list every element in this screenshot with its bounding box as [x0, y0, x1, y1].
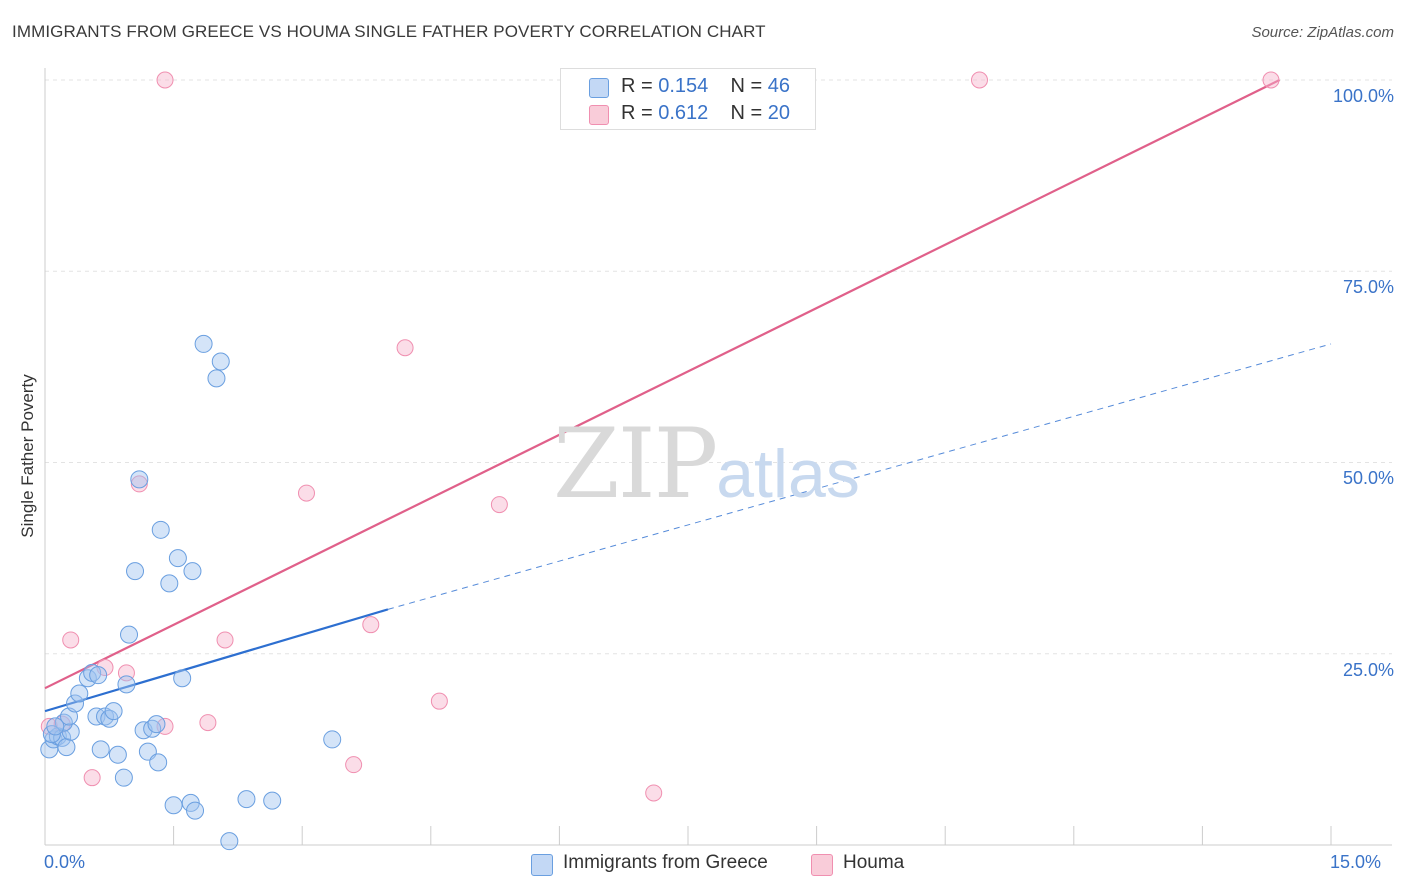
data-point-greece: [194, 334, 213, 353]
data-point-greece: [207, 369, 226, 388]
data-point-greece: [151, 520, 170, 539]
correlation-legend: R = 0.154 N = 46 R = 0.612 N = 20: [560, 68, 816, 130]
watermark-atlas: atlas: [716, 436, 860, 512]
data-point-houma: [130, 475, 148, 493]
data-point-greece: [173, 669, 192, 688]
data-point-houma: [83, 769, 101, 787]
data-point-greece: [57, 738, 76, 757]
data-point-greece: [70, 684, 89, 703]
y-tick-label: 75.0%: [1342, 277, 1394, 297]
chart-title: IMMIGRANTS FROM GREECE VS HOUMA SINGLE F…: [12, 22, 766, 41]
x-tick-label: 15.0%: [1330, 852, 1382, 872]
data-point-greece: [168, 549, 187, 568]
data-point-greece: [211, 352, 230, 371]
data-point-greece: [220, 832, 239, 851]
data-point-greece: [126, 562, 145, 581]
data-point-houma: [430, 692, 448, 710]
data-point-houma: [396, 339, 414, 357]
data-point-greece: [323, 730, 342, 749]
data-point-houma: [645, 784, 663, 802]
trend-line-greece: [44, 608, 389, 713]
data-point-houma: [156, 71, 174, 89]
data-point-greece: [263, 791, 282, 810]
data-point-greece: [54, 713, 73, 732]
data-point-houma: [345, 756, 363, 774]
data-point-houma: [62, 631, 80, 649]
grid-lines: [45, 79, 1392, 655]
data-point-greece: [104, 702, 123, 721]
data-point-greece: [130, 470, 149, 489]
data-point-greece: [164, 796, 183, 815]
data-point-greece: [108, 745, 127, 764]
data-point-houma: [490, 496, 508, 514]
data-point-greece: [186, 801, 205, 820]
source-label: Source: ZipAtlas.com: [1251, 24, 1394, 41]
data-point-houma: [362, 616, 380, 634]
legend-swatch-greece: [531, 854, 553, 876]
data-point-greece: [46, 717, 65, 736]
data-point-houma: [970, 71, 988, 89]
data-point-greece: [117, 675, 136, 694]
legend-swatch-houma: [811, 854, 833, 876]
data-point-houma: [199, 714, 217, 732]
data-point-greece: [160, 574, 179, 593]
y-tick-label: 25.0%: [1342, 660, 1394, 680]
data-point-houma: [1262, 71, 1280, 89]
y-axis-label: Single Father Poverty: [18, 374, 37, 538]
data-point-greece: [147, 715, 166, 734]
data-point-greece: [149, 753, 168, 772]
legend-swatch-greece: [589, 78, 609, 98]
data-point-greece: [89, 666, 108, 685]
legend-swatch-houma: [589, 105, 609, 125]
data-point-greece: [237, 790, 256, 809]
y-tick-label: 100.0%: [1332, 86, 1394, 106]
legend-stats-houma: R = 0.612 N = 20: [621, 102, 791, 124]
data-point-greece: [114, 768, 133, 787]
data-point-greece: [183, 562, 202, 581]
data-point-greece: [120, 625, 139, 644]
axes: [44, 68, 1392, 846]
legend-stats-greece: R = 0.154 N = 46: [621, 75, 791, 97]
data-point-greece: [91, 740, 110, 759]
data-point-greece: [66, 694, 85, 713]
data-point-houma: [297, 484, 315, 502]
watermark-zip: ZIP: [553, 408, 718, 520]
y-tick-label: 50.0%: [1342, 468, 1394, 488]
trend-lines: [44, 79, 1332, 713]
data-points: [40, 71, 1280, 851]
legend-label-greece: Immigrants from Greece: [563, 852, 768, 873]
data-point-houma: [216, 631, 234, 649]
legend-label-houma: Houma: [843, 852, 905, 873]
watermark: ZIPatlas: [553, 408, 860, 520]
trend-line-greece-extension: [387, 343, 1332, 610]
trend-line-houma: [44, 79, 1281, 690]
x-tick-label: 0.0%: [44, 852, 86, 872]
